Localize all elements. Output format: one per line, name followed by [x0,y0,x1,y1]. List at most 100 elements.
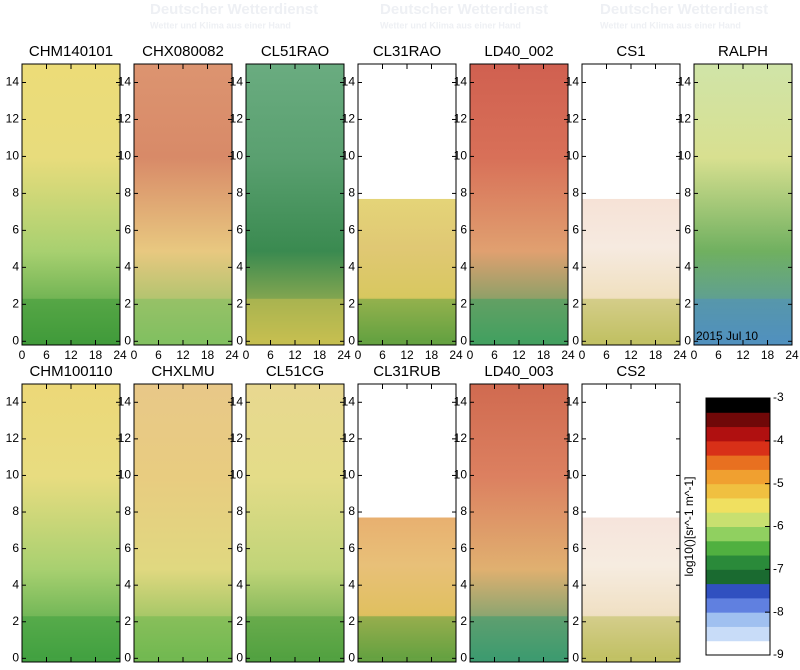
boundary-layer [470,298,568,342]
y-tick-label: 12 [566,431,580,445]
x-tick-label: 18 [425,348,439,362]
y-tick-label: 0 [124,333,131,347]
boundary-layer [358,298,456,342]
y-tick-label: 6 [348,223,355,237]
y-tick-label: 4 [684,260,691,274]
date-annotation: 2015 Jul 10 [696,329,758,343]
x-tick-label: 24 [225,348,239,362]
watermark-sub: Wetter und Klima aus einer Hand [600,20,741,30]
backscatter-field [246,384,344,662]
y-tick-label: 4 [460,260,467,274]
y-tick-label: 12 [342,112,356,126]
y-tick-label: 6 [348,541,355,555]
y-tick-label: 4 [348,577,355,591]
boundary-layer [582,616,680,659]
panel-title: LD40_002 [484,43,553,60]
colorbar-tick-label: -3 [773,390,784,404]
x-tick-label: 0 [467,348,474,362]
y-tick-label: 8 [348,504,355,518]
y-tick-label: 14 [454,75,468,89]
colorbar-tick-label: -4 [773,433,784,447]
y-tick-label: 0 [236,333,243,347]
y-tick-label: 2 [124,614,131,628]
colorbar-bin [706,626,770,642]
y-tick-label: 12 [118,112,132,126]
y-tick-label: 8 [124,186,131,200]
y-tick-label: 8 [12,504,19,518]
x-tick-label: 24 [673,348,687,362]
y-tick-label: 4 [236,577,243,591]
colorbar-bin [706,497,770,513]
y-tick-label: 2 [572,614,579,628]
x-tick-label: 0 [243,348,250,362]
y-tick-label: 8 [12,186,19,200]
y-tick-label: 4 [12,577,19,591]
watermark: Deutscher Wetterdienst [600,1,768,18]
y-tick-label: 4 [572,260,579,274]
y-tick-label: 8 [460,186,467,200]
y-tick-label: 12 [678,112,692,126]
y-tick-label: 0 [460,651,467,665]
colorbar-bin [706,426,770,442]
colorbar-bin [706,412,770,428]
backscatter-field [246,64,344,345]
x-tick-label: 12 [400,348,414,362]
y-tick-label: 8 [684,186,691,200]
y-tick-label: 14 [342,75,356,89]
y-tick-label: 14 [118,394,132,408]
colorbar-bin [706,597,770,613]
y-tick-label: 14 [6,75,20,89]
y-tick-label: 12 [118,431,132,445]
y-tick-label: 14 [678,75,692,89]
colorbar-bin [706,569,770,585]
x-tick-label: 12 [288,348,302,362]
y-tick-label: 12 [454,431,468,445]
y-tick-label: 14 [230,75,244,89]
x-tick-label: 6 [267,348,274,362]
y-tick-label: 4 [12,260,19,274]
y-tick-label: 0 [348,333,355,347]
y-tick-label: 8 [572,186,579,200]
y-tick-label: 14 [118,75,132,89]
panel-title: CHM140101 [29,43,113,60]
colorbar-label: log10()[sr^-1 m^-1] [682,477,696,577]
colorbar-bin [706,540,770,556]
colorbar-bin [706,583,770,599]
y-tick-label: 10 [678,149,692,163]
panel-title: CHM100110 [29,363,112,380]
y-tick-label: 6 [12,223,19,237]
y-tick-label: 6 [572,541,579,555]
x-tick-label: 12 [736,348,750,362]
y-tick-label: 6 [684,223,691,237]
watermark-sub: Wetter und Klima aus einer Hand [380,20,521,30]
y-tick-label: 6 [124,541,131,555]
y-tick-label: 14 [230,394,244,408]
panel-title: LD40_003 [484,363,553,380]
y-tick-label: 0 [348,651,355,665]
watermark: Deutscher Wetterdienst [150,1,318,18]
y-tick-label: 0 [12,651,19,665]
y-tick-label: 10 [342,149,356,163]
y-tick-label: 8 [236,186,243,200]
y-tick-label: 0 [460,333,467,347]
y-tick-label: 2 [12,297,19,311]
boundary-layer [134,298,232,342]
boundary-layer [22,616,120,659]
colorbar-tick-label: -8 [773,604,784,618]
y-tick-label: 0 [236,651,243,665]
backscatter-field [22,64,120,345]
y-tick-label: 10 [454,149,468,163]
x-tick-label: 12 [512,348,526,362]
y-tick-label: 12 [6,431,20,445]
panel-title: CL51CG [266,363,324,380]
y-tick-label: 4 [348,260,355,274]
y-tick-label: 0 [572,333,579,347]
x-tick-label: 24 [113,348,127,362]
y-tick-label: 12 [230,431,244,445]
x-tick-label: 6 [379,348,386,362]
x-tick-label: 6 [155,348,162,362]
y-tick-label: 12 [454,112,468,126]
y-tick-label: 12 [230,112,244,126]
colorbar-tick-label: -9 [773,647,784,661]
panel-title: CL31RAO [373,43,441,60]
